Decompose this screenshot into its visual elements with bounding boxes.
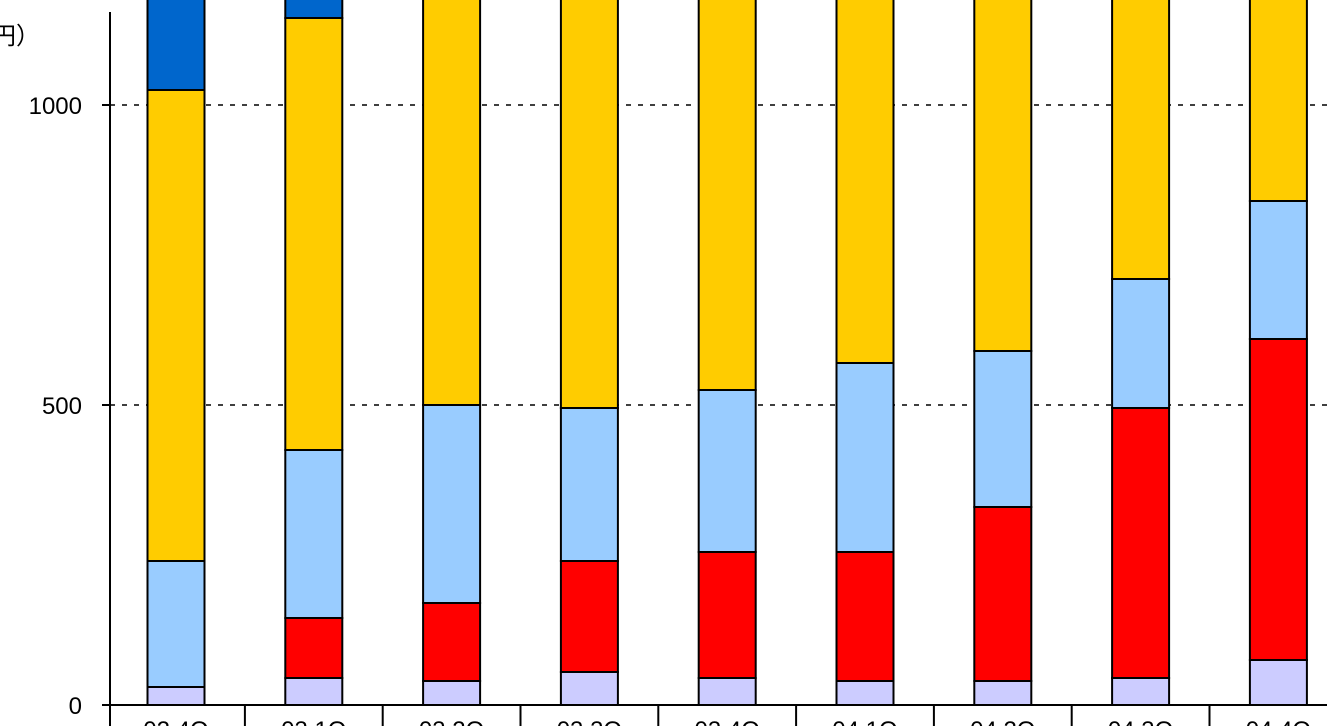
bar-segment	[146, 686, 206, 706]
bar-segment	[559, 0, 619, 409]
bar-segment	[973, 680, 1033, 706]
category-label: 03 3Q	[557, 717, 622, 726]
bar-segment	[559, 560, 619, 673]
bar-segment	[559, 671, 619, 706]
bar-segment	[697, 0, 757, 391]
bar-segment	[422, 680, 482, 706]
bar-segment	[835, 0, 895, 364]
bar-segment	[284, 677, 344, 706]
bar-segment	[284, 17, 344, 451]
bar-segment	[835, 362, 895, 553]
category-label: 03 2Q	[419, 717, 484, 726]
y-tick-label: 1000	[29, 93, 82, 120]
category-label: 02 4Q	[143, 717, 208, 726]
axes	[102, 12, 1327, 726]
bar-segment	[1248, 338, 1308, 661]
bar-segment	[973, 506, 1033, 682]
bars	[146, 0, 1308, 706]
bar-segment	[1248, 0, 1308, 202]
category-label: 04 3Q	[1108, 717, 1173, 726]
bar-segment	[973, 0, 1033, 352]
category-label: 04 4Q	[1246, 717, 1311, 726]
bar-segment	[146, 560, 206, 688]
y-tick-labels: 0500100015002000	[29, 93, 82, 720]
bar-segment	[697, 677, 757, 706]
category-label: 03 4Q	[695, 717, 760, 726]
y-tick-label: 500	[42, 393, 82, 420]
y-tick-label: 0	[69, 693, 82, 720]
y-unit-label: 円）	[0, 22, 40, 50]
bar-segment	[973, 350, 1033, 508]
bar-segment	[146, 0, 206, 91]
category-label: 03 1Q	[281, 717, 346, 726]
bar-segment	[284, 0, 344, 19]
bar-segment	[146, 89, 206, 562]
bar-segment	[422, 602, 482, 682]
bar-segment	[1248, 659, 1308, 706]
bar-segment	[1111, 278, 1171, 409]
bar-segment	[559, 407, 619, 562]
bar-segment	[284, 449, 344, 619]
bar-segment	[284, 617, 344, 679]
bar-segment	[1111, 677, 1171, 706]
bar-segment	[1111, 407, 1171, 679]
category-label: 04 1Q	[832, 717, 897, 726]
bar-segment	[835, 680, 895, 706]
bar-segment	[835, 551, 895, 682]
bar-segment	[1248, 200, 1308, 340]
category-label: 04 2Q	[970, 717, 1035, 726]
bar-segment	[422, 404, 482, 604]
category-labels: 02 4Q 03 1Q 03 2Q 03 3Q 03 4Q 04 1Q 04 2Q 04 3Q…	[143, 717, 1311, 726]
bar-segment	[1111, 0, 1171, 280]
bar-segment	[697, 551, 757, 679]
bar-segment	[697, 389, 757, 553]
bar-segment	[422, 0, 482, 406]
